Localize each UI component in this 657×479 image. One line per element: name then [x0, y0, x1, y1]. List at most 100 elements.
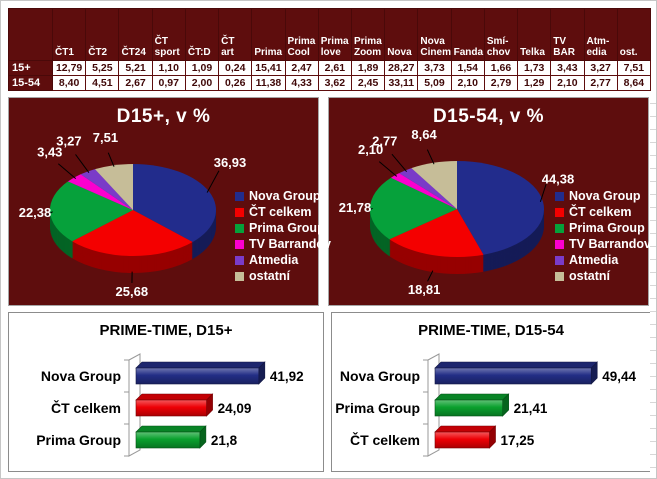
table-header-cell[interactable]: ČT:D	[184, 8, 220, 61]
bar-value-label: 49,44	[602, 369, 636, 384]
table-cell[interactable]: 3,27	[583, 60, 618, 76]
pie-slice-atmedia[interactable]	[80, 169, 133, 210]
table-cell[interactable]: 0,24	[218, 60, 253, 76]
table-cell[interactable]: 7,51	[616, 60, 652, 76]
table-cell[interactable]: 5,25	[85, 60, 120, 76]
bar-chart-panel-primetime-d15-54[interactable]: PRIME-TIME, D15-54 Nova Group 49,44 Prima …	[331, 312, 651, 472]
table-header-row: ČT1 ČT2 ČT24 ČT sport ČT:D ČT art Prima Prima C…	[8, 8, 652, 61]
table-cell[interactable]: 1,10	[151, 60, 186, 76]
table-cell[interactable]: 1,73	[517, 60, 552, 76]
pie-slice-tv-barrandov[interactable]	[67, 174, 133, 210]
bar-nova-group[interactable]	[135, 367, 260, 385]
table-cell[interactable]: 2,00	[184, 75, 220, 91]
table-cell[interactable]: 2,10	[450, 75, 485, 91]
bar-chart-panel-primetime-d15plus[interactable]: PRIME-TIME, D15+ Nova Group 41,92 ČT celke…	[8, 312, 324, 472]
table-header-cell[interactable]: Prima Zoom	[350, 8, 386, 61]
table-header-cell[interactable]: Smí- chov	[483, 8, 519, 61]
table-header-cell[interactable]: Prima	[251, 8, 286, 61]
legend-color-swatch	[555, 239, 564, 249]
pie-chart-panel-d15plus[interactable]: D15+, v % 36,93 25,68 22,38 3,43 3,27 7,51 No…	[8, 97, 331, 306]
pie-slice-tv-barrandov[interactable]	[390, 173, 457, 209]
table-header-cell[interactable]: Atm- edia	[583, 8, 618, 61]
legend: Nova Group ČT celkem Prima Group TV Barrand…	[555, 188, 651, 284]
pie-slice-nova-group[interactable]	[133, 164, 216, 242]
pie-slice-ostatn[interactable]	[94, 164, 133, 210]
table-cell[interactable]: 12,79	[51, 60, 87, 76]
table-head: ČT1 ČT2 ČT24 ČT sport ČT:D ČT art Prima Prima C…	[8, 8, 652, 61]
legend-item: ostatní	[235, 268, 331, 284]
legend-item: TV Barrandov	[235, 236, 331, 252]
table-cell[interactable]: 2,79	[483, 75, 519, 91]
bar-top-face	[135, 361, 266, 369]
pie-slice-nova-group[interactable]	[457, 161, 544, 255]
table-cell[interactable]: 4,33	[284, 75, 319, 91]
table-cell[interactable]: 1,54	[450, 60, 485, 76]
table-cell[interactable]: 2,10	[550, 75, 585, 91]
legend-item-label: Nova Group	[249, 189, 321, 203]
table-cell[interactable]: 5,09	[417, 75, 452, 91]
bar-prima-group[interactable]	[135, 431, 201, 449]
table-cell[interactable]: 5,21	[118, 60, 153, 76]
table-header-cell[interactable]: Nova	[384, 8, 419, 61]
pie-label-leader-line	[539, 183, 547, 202]
table-cell[interactable]: 1,89	[350, 60, 386, 76]
legend-item: Atmedia	[235, 252, 331, 268]
table-header-cell[interactable]: Prima Cool	[284, 8, 319, 61]
table-cell[interactable]: 2,47	[284, 60, 319, 76]
table-cell[interactable]: 11,38	[251, 75, 286, 91]
legend-item-label: Prima Group	[249, 221, 325, 235]
table-cell[interactable]: 1,09	[184, 60, 220, 76]
table-corner-cell[interactable]	[8, 8, 53, 61]
table-cell[interactable]: 33,11	[384, 75, 419, 91]
pie-label-leader-line	[107, 152, 115, 167]
table-header-cell[interactable]: ČT art	[218, 8, 253, 61]
pie-slice-atmedia[interactable]	[399, 168, 457, 209]
bar-t-celkem[interactable]	[434, 431, 490, 449]
row-label-cell[interactable]: 15-54	[8, 75, 53, 91]
table-cell[interactable]: 28,27	[384, 60, 419, 76]
table-cell[interactable]: 8,64	[616, 75, 652, 91]
bar-nova-group[interactable]	[434, 367, 592, 385]
table-header-cell[interactable]: Telka	[517, 8, 552, 61]
table-header-cell[interactable]: Prima love	[317, 8, 352, 61]
category-label: ČT celkem	[51, 399, 121, 416]
bar-prima-group[interactable]	[434, 399, 503, 417]
pie-slice-t-celkem[interactable]	[389, 209, 484, 257]
pie-data-label: 2,77	[372, 134, 397, 149]
table-header-cell[interactable]: TV BAR	[550, 8, 585, 61]
table-cell[interactable]: 8,40	[51, 75, 87, 91]
legend-color-swatch	[555, 271, 564, 281]
table-header-cell[interactable]: ČT2	[85, 8, 120, 61]
table-header-cell[interactable]: Nova Cinema	[417, 8, 452, 61]
table-cell[interactable]: 2,45	[350, 75, 386, 91]
table-cell[interactable]: 1,29	[517, 75, 552, 91]
legend-color-swatch	[235, 191, 244, 201]
pie-slice-t-celkem[interactable]	[72, 210, 193, 256]
table-header-cell[interactable]: Fanda	[450, 8, 485, 61]
table-header-cell[interactable]: ČT1	[51, 8, 87, 61]
row-label-cell[interactable]: 15+	[8, 60, 53, 76]
pie-slice-prima-group[interactable]	[370, 177, 457, 240]
bar-value-label: 24,09	[218, 401, 252, 416]
table-cell[interactable]: 0,97	[151, 75, 186, 91]
pie-slice-ostatn[interactable]	[411, 161, 457, 209]
table-cell[interactable]: 3,62	[317, 75, 352, 91]
table-header-cell[interactable]: ČT24	[118, 8, 153, 61]
pie-slice-prima-group[interactable]	[49, 181, 133, 242]
bar-svg: Nova Group 49,44 Prima Group 21,41 ČT celkem…	[335, 353, 637, 457]
table-cell[interactable]: 15,41	[251, 60, 286, 76]
table-cell[interactable]: 1,66	[483, 60, 519, 76]
table-header-cell[interactable]: ost.	[616, 8, 652, 61]
pie-chart-panel-d15-54[interactable]: D15-54, v % 44,38 18,81 21,78 2,10 2,77 8,64 …	[328, 97, 651, 306]
table-cell[interactable]: 3,73	[417, 60, 452, 76]
table-header-cell[interactable]: ČT sport	[151, 8, 186, 61]
bar-t-celkem[interactable]	[135, 399, 207, 417]
bar-top-face	[434, 393, 510, 401]
table-cell[interactable]: 2,67	[118, 75, 153, 91]
table-cell[interactable]: 2,77	[583, 75, 618, 91]
table-row: 15-54 8,40 4,51 2,67 0,97 2,00 0,26 11,38 4,33 3,…	[8, 75, 652, 91]
table-cell[interactable]: 2,61	[317, 60, 352, 76]
table-cell[interactable]: 0,26	[218, 75, 253, 91]
table-cell[interactable]: 3,43	[550, 60, 585, 76]
table-cell[interactable]: 4,51	[85, 75, 120, 91]
